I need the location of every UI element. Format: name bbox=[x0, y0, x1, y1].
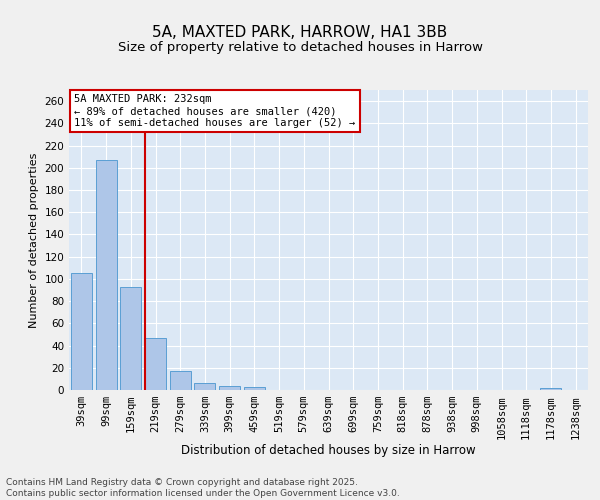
Bar bbox=[145, 338, 166, 390]
Bar bbox=[95, 160, 116, 390]
Text: Size of property relative to detached houses in Harrow: Size of property relative to detached ho… bbox=[118, 41, 482, 54]
Bar bbox=[170, 371, 191, 390]
Bar bbox=[120, 286, 141, 390]
Bar bbox=[244, 386, 265, 390]
Text: 5A MAXTED PARK: 232sqm
← 89% of detached houses are smaller (420)
11% of semi-de: 5A MAXTED PARK: 232sqm ← 89% of detached… bbox=[74, 94, 355, 128]
X-axis label: Distribution of detached houses by size in Harrow: Distribution of detached houses by size … bbox=[181, 444, 476, 457]
Bar bbox=[541, 388, 562, 390]
Bar bbox=[194, 384, 215, 390]
Bar bbox=[219, 386, 240, 390]
Text: 5A, MAXTED PARK, HARROW, HA1 3BB: 5A, MAXTED PARK, HARROW, HA1 3BB bbox=[152, 25, 448, 40]
Y-axis label: Number of detached properties: Number of detached properties bbox=[29, 152, 39, 328]
Text: Contains HM Land Registry data © Crown copyright and database right 2025.
Contai: Contains HM Land Registry data © Crown c… bbox=[6, 478, 400, 498]
Bar bbox=[71, 274, 92, 390]
